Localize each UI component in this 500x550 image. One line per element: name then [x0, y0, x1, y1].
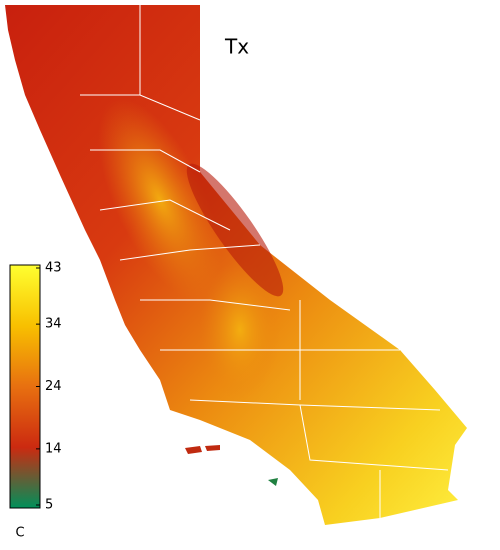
island — [268, 478, 278, 486]
california — [5, 5, 467, 525]
colorbar-tick-label: 43 — [45, 261, 62, 276]
central-valley — [200, 260, 280, 400]
island — [185, 446, 202, 454]
map-title: Tx — [224, 35, 249, 59]
mountain-band — [186, 163, 284, 297]
colorbar — [9, 264, 41, 509]
county-lines — [80, 5, 449, 518]
colorbar-ticks: 5 14 24 34 43 — [36, 261, 62, 513]
colorbar-tick-label: 34 — [45, 317, 62, 332]
colorbar-tick-label: 5 — [45, 498, 53, 513]
colorbar-tick-label: 24 — [45, 379, 62, 394]
island — [205, 445, 220, 451]
colorbar-tick-label: 14 — [45, 441, 62, 456]
central-valley — [98, 98, 222, 302]
colorbar-unit: C — [15, 526, 24, 541]
